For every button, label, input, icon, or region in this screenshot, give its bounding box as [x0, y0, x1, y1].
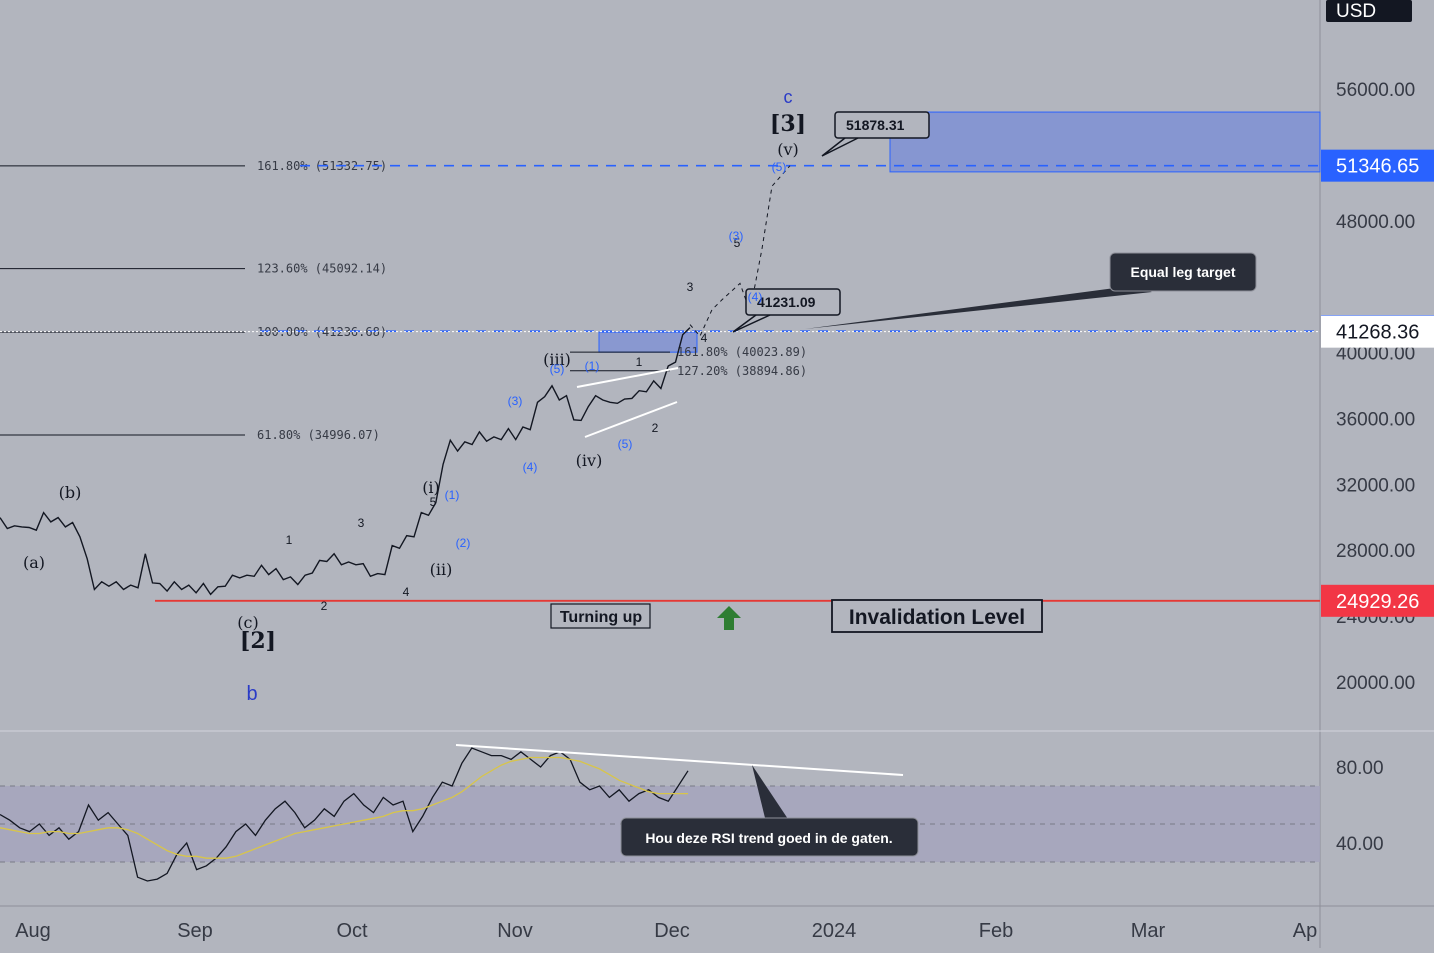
rsi-callout-pointer — [752, 765, 790, 822]
fib-small-label: 161.80% (40023.89) — [677, 345, 807, 359]
turning-up-label: Turning up — [560, 609, 643, 626]
wave-label: (2) — [456, 536, 471, 550]
axes-layer: Aug Sep Oct Nov Dec 2024 Feb Mar ApUSD56000.0048… — [15, 0, 1434, 942]
turning-up-box — [550, 603, 651, 629]
price-tag-bg — [1321, 584, 1434, 617]
equal-leg-label: Equal leg target — [1130, 264, 1235, 280]
callout-pointer — [732, 314, 771, 333]
wave-label: c — [784, 87, 793, 107]
price-tag-label: 41268.36 — [1336, 322, 1419, 344]
rsi-callout-box — [620, 817, 919, 857]
wave-label: [2] — [240, 628, 276, 654]
y-tick-label: 20000.00 — [1336, 673, 1415, 694]
wave-label: 1 — [636, 355, 643, 369]
invalidation-label: Invalidation Level — [849, 606, 1025, 629]
wave-label: 1 — [286, 533, 293, 547]
wedge-lower — [584, 401, 678, 438]
wave-label: (1) — [585, 359, 600, 373]
annotation-layer: 51878.31 41231.09 Equal leg target Turning … — [23, 87, 1257, 705]
price-tag-label: 51346.65 — [1336, 156, 1419, 178]
rsi-layer: Hou deze RSI trend goed in de gaten. — [0, 744, 1320, 882]
wave-label: (4) — [748, 290, 763, 304]
x-tick-label: Oct — [336, 920, 368, 942]
wave-label: (3) — [729, 229, 744, 243]
equal-leg-box — [1109, 252, 1257, 292]
currency-label: USD — [1336, 1, 1376, 22]
rsi-trendline — [455, 744, 904, 776]
wave-label: (v) — [777, 140, 799, 159]
wave-label: (1) — [445, 488, 460, 502]
wave-label: (4) — [523, 460, 538, 474]
fib-level-label: 61.80% (34996.07) — [257, 428, 380, 442]
y-tick-label: 48000.00 — [1336, 212, 1415, 233]
wave-label: 4 — [403, 585, 410, 599]
callout-box — [745, 288, 841, 316]
wave-label: 5 — [734, 236, 741, 250]
wave-label: (3) — [508, 394, 523, 408]
callout-label: 41231.09 — [757, 294, 816, 310]
y-tick-label: 56000.00 — [1336, 80, 1415, 101]
invalidation-box — [831, 599, 1043, 633]
currency-badge — [1326, 0, 1412, 22]
wave-label: (5) — [550, 362, 565, 376]
x-tick-label: Feb — [979, 920, 1013, 942]
fib-level-label: 123.60% (45092.14) — [257, 262, 387, 276]
equal-leg-pointer — [805, 286, 1152, 329]
price-line — [0, 327, 691, 596]
wave-label: 3 — [358, 516, 365, 530]
callout-label: 51878.31 — [846, 117, 905, 133]
y-tick-label: 40000.00 — [1336, 344, 1415, 365]
callout-box — [834, 111, 930, 139]
x-tick-label: Nov — [497, 920, 533, 942]
wave-label: b — [246, 683, 257, 705]
rsi-y-tick-label: 80.00 — [1336, 758, 1384, 779]
wave-label: [3] — [770, 111, 806, 137]
target-zone-large — [889, 111, 1321, 173]
projection-path — [689, 165, 791, 338]
rsi-callout-label: Hou deze RSI trend goed in de gaten. — [645, 830, 892, 846]
x-tick-label: Ap — [1293, 920, 1317, 942]
wave-label: 3 — [687, 280, 694, 294]
wave-label: (5) — [618, 437, 633, 451]
wave-label: (5) — [772, 160, 787, 174]
x-tick-label: Mar — [1131, 920, 1166, 942]
wave-label: (iii) — [543, 350, 571, 369]
price-tag-bg — [1321, 315, 1434, 348]
wedge-upper — [576, 367, 679, 388]
wave-label: 2 — [652, 421, 659, 435]
up-arrow-icon — [717, 606, 741, 630]
zone-layer — [598, 111, 1321, 353]
rsi-line — [0, 747, 689, 882]
price-tag-label: 24929.26 — [1336, 591, 1419, 613]
fib-layer: 161.80% (51332.75)123.60% (45092.14)100.… — [0, 159, 1320, 602]
wave-label: 5 — [430, 495, 437, 509]
wave-label: (iv) — [576, 451, 603, 470]
wave-label: (ii) — [430, 560, 453, 579]
x-tick-label: 2024 — [812, 920, 857, 942]
y-tick-label: 28000.00 — [1336, 541, 1415, 562]
x-tick-label: Aug — [15, 920, 51, 942]
rsi-y-tick-label: 40.00 — [1336, 834, 1384, 855]
wave-label: (b) — [59, 483, 82, 502]
fib-small-label: 127.20% (38894.86) — [677, 364, 807, 378]
x-tick-label: Dec — [654, 920, 690, 942]
wave-label: (c) — [237, 613, 258, 632]
wave-label: 2 — [321, 599, 328, 613]
price-tag-bg — [1321, 149, 1434, 182]
y-tick-label: 32000.00 — [1336, 475, 1415, 496]
price-series-layer — [0, 165, 791, 596]
wave-label: (a) — [23, 553, 45, 572]
rsi-ma-line — [0, 756, 688, 859]
y-tick-label: 36000.00 — [1336, 409, 1415, 430]
x-tick-label: Sep — [177, 920, 213, 942]
fib-level-label: 100.00% (41236.68) — [257, 325, 387, 339]
callout-pointer — [821, 137, 859, 157]
wave-label: 4 — [701, 331, 708, 345]
wave-label: (i) — [422, 478, 440, 497]
